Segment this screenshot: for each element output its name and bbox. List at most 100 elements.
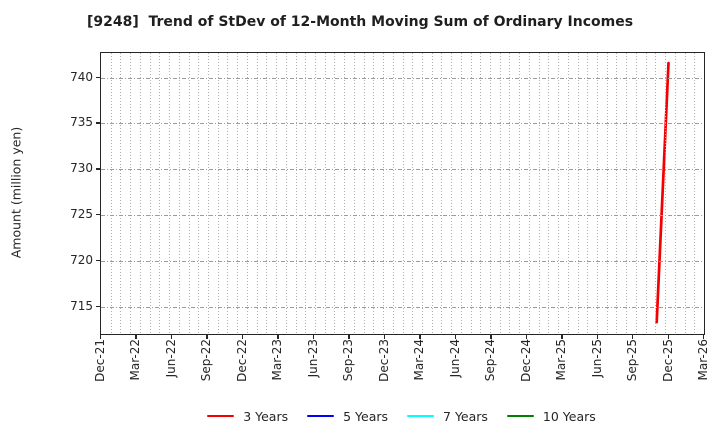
- vertical-gridline: [421, 53, 423, 334]
- x-tick-mark: [135, 334, 137, 339]
- y-tick-mark: [95, 168, 100, 170]
- horizontal-gridline: [101, 123, 704, 125]
- vertical-gridline: [276, 53, 278, 334]
- vertical-gridline: [528, 53, 530, 334]
- vertical-gridline: [324, 53, 326, 334]
- vertical-gridline: [178, 53, 180, 334]
- horizontal-gridline: [101, 215, 704, 216]
- vertical-gridline: [285, 53, 287, 334]
- chart-title: [9248] Trend of StDev of 12-Month Moving…: [86, 14, 634, 30]
- vertical-gridline: [295, 53, 297, 334]
- vertical-gridline: [558, 53, 560, 334]
- vertical-gridline: [577, 53, 579, 334]
- vertical-gridline: [169, 53, 171, 334]
- vertical-gridline: [412, 53, 414, 334]
- vertical-gridline: [460, 53, 462, 334]
- x-tick-mark: [312, 334, 315, 339]
- legend-label: 3 Years: [243, 408, 289, 424]
- vertical-gridline: [635, 53, 637, 334]
- y-tick-label: 730: [70, 161, 93, 176]
- vertical-gridline: [587, 53, 589, 334]
- x-tick-label: Sep-24: [483, 339, 498, 382]
- vertical-gridline: [217, 53, 219, 334]
- vertical-gridline: [353, 53, 355, 334]
- vertical-gridline: [480, 53, 482, 334]
- legend: 3 Years 5 Years 7 Years 10 Years: [100, 404, 703, 428]
- vertical-gridline: [674, 53, 676, 334]
- horizontal-gridline: [101, 77, 704, 79]
- vertical-gridline: [694, 53, 696, 334]
- vertical-gridline: [655, 53, 657, 334]
- x-tick-mark: [419, 334, 421, 339]
- x-tick-label: Jun-25: [589, 339, 604, 378]
- x-tick-mark: [170, 334, 173, 339]
- vertical-gridline: [597, 53, 599, 334]
- x-tick-label: Mar-26: [696, 339, 710, 381]
- vertical-gridline: [198, 53, 200, 334]
- y-tick-mark: [95, 214, 100, 216]
- legend-item-5-years: 5 Years: [307, 409, 388, 424]
- x-tick-label: Dec-24: [518, 339, 533, 382]
- x-tick-mark: [277, 334, 279, 339]
- legend-item-7-years: 7 Years: [407, 409, 488, 424]
- x-tick-label: Dec-22: [234, 339, 249, 382]
- vertical-gridline: [130, 53, 132, 334]
- x-tick-mark: [667, 334, 669, 339]
- vertical-gridline: [538, 53, 540, 334]
- vertical-gridline: [645, 53, 647, 334]
- x-tick-label: Sep-22: [199, 339, 214, 382]
- x-tick-mark: [561, 334, 563, 339]
- x-tick-label: Jun-24: [447, 339, 462, 378]
- horizontal-gridline: [101, 169, 704, 171]
- x-tick-mark: [100, 334, 102, 339]
- y-tick-label: 715: [70, 298, 93, 313]
- y-tick-mark: [95, 76, 100, 79]
- vertical-gridline: [509, 53, 511, 334]
- vertical-gridline: [383, 53, 385, 334]
- x-tick-mark: [490, 334, 492, 339]
- vertical-gridline: [256, 53, 258, 334]
- legend-label: 7 Years: [443, 408, 488, 424]
- x-tick-mark: [596, 334, 598, 339]
- vertical-gridline: [305, 53, 307, 334]
- vertical-gridline: [344, 53, 346, 334]
- horizontal-gridline: [101, 260, 704, 262]
- vertical-gridline: [665, 53, 667, 334]
- vertical-gridline: [207, 53, 209, 334]
- legend-item-3-years: 3 Years: [207, 409, 288, 424]
- vertical-gridline: [548, 53, 550, 334]
- vertical-gridline: [266, 53, 268, 334]
- vertical-gridline: [139, 53, 141, 334]
- y-tick-mark: [95, 122, 100, 124]
- vertical-gridline: [334, 53, 336, 334]
- y-tick-label: 735: [70, 115, 93, 130]
- vertical-gridline: [626, 53, 628, 334]
- vertical-gridline: [373, 53, 375, 334]
- vertical-gridline: [490, 53, 492, 334]
- x-tick-mark: [383, 334, 386, 339]
- x-tick-label: Mar-22: [128, 339, 143, 381]
- y-tick-label: 740: [70, 69, 93, 84]
- vertical-gridline: [149, 53, 151, 334]
- vertical-gridline: [159, 53, 161, 334]
- vertical-gridline: [684, 53, 686, 334]
- series-lines: [655, 61, 670, 324]
- y-tick-label: 720: [70, 252, 93, 267]
- vertical-gridline: [499, 53, 501, 334]
- x-tick-mark: [241, 334, 244, 339]
- y-tick-mark: [95, 259, 100, 262]
- x-tick-label: Mar-23: [270, 339, 285, 381]
- plot-area: [100, 52, 705, 335]
- vertical-gridline: [120, 53, 122, 334]
- x-tick-label: Jun-22: [163, 339, 178, 378]
- vertical-gridline: [402, 53, 404, 334]
- vertical-gridline: [470, 53, 472, 334]
- vertical-gridline: [363, 53, 365, 334]
- legend-line-swatch: [407, 414, 435, 418]
- x-tick-mark: [703, 334, 705, 339]
- x-tick-mark: [206, 334, 208, 339]
- x-tick-label: Dec-21: [93, 339, 107, 382]
- vertical-gridline: [451, 53, 453, 334]
- vertical-gridline: [431, 53, 433, 334]
